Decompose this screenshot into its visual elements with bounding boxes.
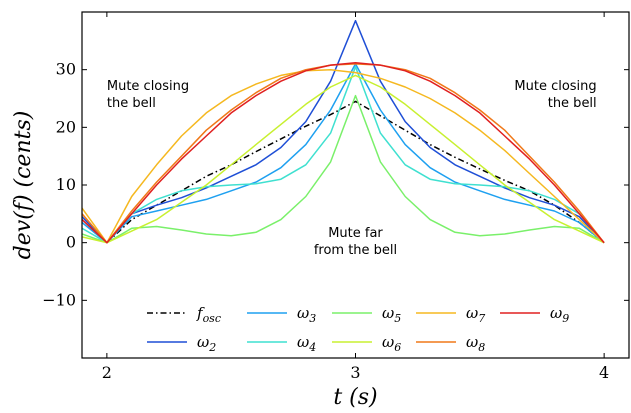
legend-entry: ω9 (550, 304, 569, 325)
series-line-2 (82, 63, 605, 244)
series-line-4 (82, 94, 605, 244)
series-line-3 (82, 66, 605, 244)
series-line-5 (82, 74, 605, 244)
y-tick-label: −10 (42, 290, 76, 309)
legend-entry: ω6 (382, 333, 401, 354)
y-tick-label: 30 (56, 60, 76, 79)
legend: fosc ω3 ω5 ω7 ω9 ω2 ω4 ω6 ω8 (147, 304, 569, 354)
y-tick-label: 0 (66, 233, 76, 252)
annotation: Mute far from the bell (314, 226, 397, 258)
legend-entry: fosc (196, 304, 221, 325)
series-layer (82, 19, 605, 244)
y-tick-label: 20 (56, 117, 76, 136)
legend-entry: ω2 (197, 333, 216, 354)
y-tick-label: 10 (56, 175, 76, 194)
legend-entry: ω5 (382, 304, 401, 325)
y-axis-label: dev(f) (cents) (11, 111, 36, 260)
x-tick-label: 2 (102, 363, 112, 382)
annotations: Mute closing the bell Mute closing the bell… (107, 79, 597, 258)
legend-entry: ω8 (466, 333, 485, 354)
legend-entry: ω3 (297, 304, 316, 325)
axes: 2 3 4 −10 0 10 20 30 (42, 12, 629, 382)
x-tick-label: 4 (599, 363, 609, 382)
series-line-6 (82, 68, 605, 244)
x-axis-label: t (s) (333, 385, 377, 410)
annotation: Mute closing the bell (107, 79, 189, 111)
annotation: Mute closing the bell (514, 79, 596, 111)
x-tick-label: 3 (350, 363, 360, 382)
legend-entry: ω7 (466, 304, 485, 325)
series-line-8 (82, 61, 605, 244)
legend-entry: ω4 (297, 333, 316, 354)
series-line-0 (106, 100, 605, 244)
